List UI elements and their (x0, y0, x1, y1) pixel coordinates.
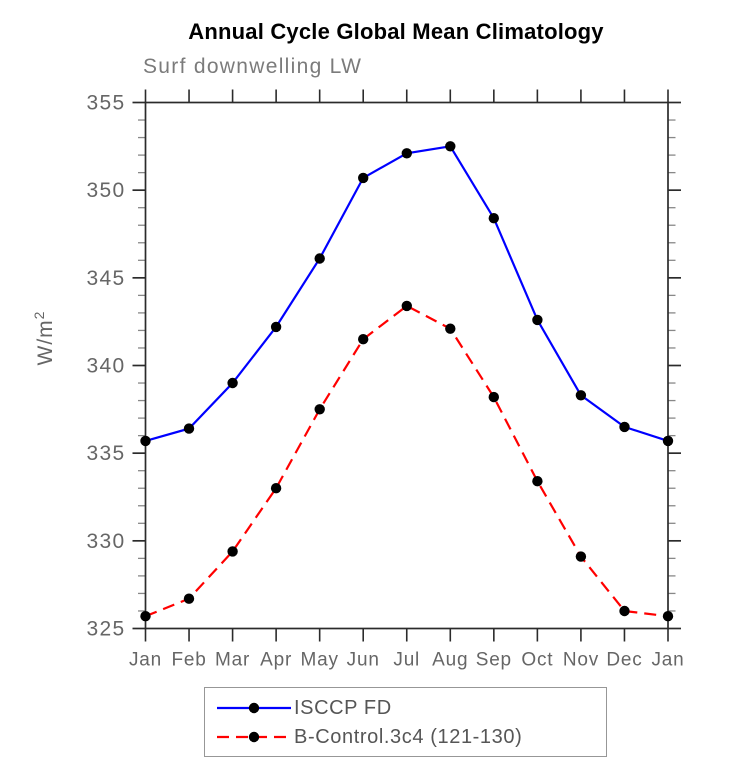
legend-label-b-control: B-Control.3c4 (121-130) (294, 725, 523, 748)
series-line-0 (145, 145, 669, 442)
data-point (445, 323, 456, 334)
data-point (314, 253, 325, 264)
legend-solid-line-sample (217, 702, 291, 713)
x-tick-label: Mar (215, 650, 250, 671)
data-point (401, 148, 412, 159)
data-point (270, 321, 282, 333)
data-point (140, 611, 151, 622)
svg-text:W/m2: W/m2 (31, 311, 57, 366)
data-point (532, 314, 543, 326)
data-point (401, 300, 412, 312)
data-point (619, 605, 630, 617)
x-tick-label: Apr (260, 650, 292, 671)
x-tick-label: Jul (393, 650, 420, 671)
y-tick-label: 325 (87, 618, 126, 641)
legend-label-isccp-fd: ISCCP FD (294, 696, 392, 719)
y-major-ticks (132, 101, 681, 630)
y-axis-title: W/m2 (31, 311, 57, 366)
y-tick-label: 350 (87, 179, 126, 202)
series-markers-0 (140, 141, 674, 447)
data-point (183, 593, 195, 604)
x-tick-label: Nov (563, 650, 599, 671)
y-minor-ticks (138, 119, 676, 612)
data-point (270, 483, 282, 494)
data-point (358, 334, 369, 345)
x-tick-label: May (301, 650, 339, 671)
data-point (488, 213, 499, 224)
x-tick-label: Aug (432, 650, 468, 671)
data-point (488, 391, 499, 403)
data-point (619, 421, 630, 433)
series-markers-1 (140, 300, 674, 622)
data-point (227, 546, 238, 557)
legend-item-b-control: B-Control.3c4 (121-130) (205, 722, 606, 751)
data-point (358, 172, 369, 184)
y-tick-label: 330 (87, 530, 126, 553)
x-tick-label: Oct (521, 650, 553, 671)
y-tick-label: 345 (87, 267, 126, 290)
data-point (575, 551, 587, 562)
x-tick-label: Jan (651, 650, 684, 671)
y-tick-label: 340 (87, 355, 126, 378)
data-point (575, 390, 587, 401)
data-point (662, 435, 674, 447)
x-tick-label: Dec (606, 650, 642, 671)
x-tick-label: Sep (476, 650, 512, 671)
data-point (662, 611, 674, 622)
chart-subtitle: Surf downwelling LW (143, 55, 363, 78)
chart-title: Annual Cycle Global Mean Climatology (188, 19, 604, 44)
plot-border (144, 101, 669, 630)
x-ticks (144, 89, 669, 642)
data-point (445, 141, 456, 152)
data-point (227, 377, 238, 389)
data-point (532, 476, 543, 487)
y-tick-label: 355 (87, 92, 126, 115)
x-tick-labels: Jan Feb Mar Apr May Jun Jul Aug Sep Oct Nov Dec Jan (129, 650, 684, 671)
y-tick-label: 335 (87, 442, 126, 465)
y-tick-labels: 325 330 335 340 345 350 355 (87, 92, 126, 641)
data-point (140, 435, 151, 447)
data-point (183, 423, 195, 434)
x-tick-label: Jan (129, 650, 162, 671)
series-line-1 (145, 304, 669, 618)
x-tick-label: Jun (347, 650, 380, 671)
data-point (314, 404, 325, 415)
legend: ISCCP FD B-Control.3c4 (121-130) (204, 687, 607, 757)
legend-item-isccp-fd: ISCCP FD (205, 693, 606, 722)
x-tick-label: Feb (171, 650, 206, 671)
legend-dashed-line-sample (217, 731, 291, 742)
